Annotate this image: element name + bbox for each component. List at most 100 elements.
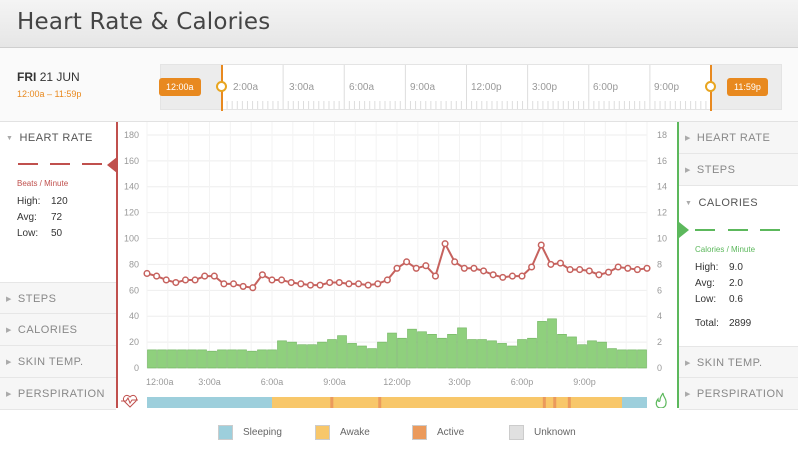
calorie-bar [387, 332, 397, 369]
calorie-bar [637, 349, 647, 369]
calorie-bar [507, 345, 517, 369]
legend-label: Active [437, 427, 465, 439]
heart-rate-point [489, 271, 497, 279]
y-left-tick-label: 160 [124, 156, 139, 166]
series-line-swatch [82, 163, 102, 165]
sidebar-item-perspiration[interactable]: ▶ PERSPIRATION [0, 378, 116, 410]
heart-rate-title: HEART RATE [19, 132, 93, 144]
calorie-bar [617, 349, 627, 369]
start-time-handle[interactable]: 12:00a [159, 78, 201, 96]
y-left-tick-label: 60 [129, 285, 139, 295]
heart-rate-point [451, 258, 459, 266]
sidebar-item-perspiration[interactable]: ▶ PERSPIRATION [679, 378, 798, 410]
y-right-tick-label: 8 [657, 259, 662, 269]
heart-rate-point [181, 276, 190, 284]
calorie-bar [277, 340, 287, 369]
end-time-handle[interactable]: 11:59p [727, 78, 768, 96]
timeline-scrubber[interactable]: 2:00a 3:00a 6:00a 9:00a 12:00p 3:00p 6:0… [160, 64, 782, 110]
stat-value: 0.6 [729, 294, 743, 305]
sidebar-item-label: SKIN TEMP. [17, 356, 84, 368]
calories-stats: High: 9.0 Avg: 2.0 Low: 0.6 Total: 2899 [695, 262, 751, 334]
heart-rate-point [191, 276, 199, 284]
sidebar-item-steps[interactable]: ▶ STEPS [679, 154, 798, 186]
heart-rate-point [460, 264, 468, 272]
calorie-bar [457, 327, 467, 369]
total-label: Total: [695, 318, 719, 329]
calories-title: CALORIES [698, 197, 759, 209]
x-tick-label: 9:00p [573, 377, 596, 387]
heart-rate-point [143, 269, 151, 278]
heart-rate-point [220, 280, 228, 288]
y-right-tick-label: 12 [657, 208, 667, 218]
heart-rate-point [258, 271, 266, 279]
heart-rate-calories-chart[interactable]: 0 20 40 60 80 100 120 140 160 180 0 2 4 6 8 10 12 14 16 18 1… [116, 122, 679, 409]
y-left-tick-label: 120 [124, 208, 139, 218]
sidebar-item-label: HEART RATE [696, 132, 771, 144]
stat-value: 2.0 [729, 278, 743, 289]
x-tick-label: 6:00p [511, 377, 534, 387]
date-label: 21 JUN [39, 70, 80, 84]
heart-rate-point [201, 272, 209, 280]
heart-rate-point [249, 284, 257, 292]
heart-rate-point [422, 262, 430, 270]
calories-section[interactable]: ▼ CALORIES Calories / Minute High: 9.0 Avg… [679, 186, 798, 344]
heart-rate-point [278, 276, 286, 284]
calorie-bar [627, 349, 637, 369]
heart-rate-point [239, 282, 247, 290]
activity-active-mark [330, 397, 334, 408]
y-left-tick-label: 40 [129, 311, 139, 321]
calorie-bar [367, 348, 377, 369]
y-left-tick-label: 180 [124, 130, 139, 140]
activity-active-mark [553, 397, 557, 408]
heart-rate-header[interactable]: ▼ HEART RATE [6, 132, 93, 144]
caret-right-icon: ▶ [6, 296, 12, 303]
stat-label: Avg: [17, 212, 37, 223]
heart-rate-point [345, 280, 353, 288]
calorie-bar [607, 348, 617, 369]
caret-right-icon: ▶ [6, 327, 12, 334]
legend-swatch [509, 425, 524, 440]
calorie-bar [307, 344, 317, 369]
y-left-tick-label: 20 [129, 337, 139, 347]
calorie-bar [597, 341, 607, 369]
sidebar-item-label: PERSPIRATION [17, 388, 105, 400]
legend-label: Unknown [534, 427, 576, 439]
calorie-bar [167, 349, 177, 369]
active-pointer-icon [679, 222, 689, 238]
caret-right-icon: ▶ [6, 391, 12, 398]
calories-header[interactable]: ▼ CALORIES [685, 197, 758, 209]
calorie-bar [237, 349, 247, 369]
sidebar-item-steps[interactable]: ▶ STEPS [0, 282, 116, 314]
heart-rate-point [297, 280, 305, 288]
activity-band-segment [272, 397, 622, 408]
heart-rate-point [576, 266, 584, 274]
heart-rate-section[interactable]: ▼ HEART RATE Beats / Minute High: 120 Avg:… [0, 122, 117, 280]
x-tick-label: 9:00a [323, 377, 346, 387]
activity-active-mark [378, 397, 382, 408]
stat-label: High: [17, 196, 41, 207]
total-value: 2899 [729, 318, 752, 329]
sidebar-item-calories[interactable]: ▶ CALORIES [0, 314, 116, 346]
series-line-swatch [18, 163, 38, 165]
stat-value: 120 [51, 196, 68, 207]
sidebar-item-heart-rate[interactable]: ▶ HEART RATE [679, 122, 798, 154]
start-handle-knob[interactable] [216, 81, 227, 92]
calorie-bar [517, 339, 527, 369]
heart-rate-point [547, 260, 555, 268]
calorie-bar [527, 337, 537, 369]
sidebar-item-skin-temp[interactable]: ▶ SKIN TEMP. [0, 346, 116, 378]
calorie-bar [477, 339, 487, 369]
calorie-bar [217, 349, 227, 369]
heart-rate-point [595, 271, 603, 279]
y-right-tick-label: 4 [657, 311, 662, 321]
legend-swatch [315, 425, 330, 440]
calorie-bar [247, 350, 257, 369]
heart-rate-point [316, 281, 324, 289]
heart-rate-point [604, 268, 613, 276]
sidebar-item-skin-temp[interactable]: ▶ SKIN TEMP. [679, 346, 798, 378]
stat-label: Low: [17, 228, 39, 239]
end-handle-knob[interactable] [705, 81, 716, 92]
caret-right-icon: ▶ [6, 359, 12, 366]
y-right-tick-label: 2 [657, 337, 662, 347]
x-tick-label: 12:00a [146, 377, 174, 387]
